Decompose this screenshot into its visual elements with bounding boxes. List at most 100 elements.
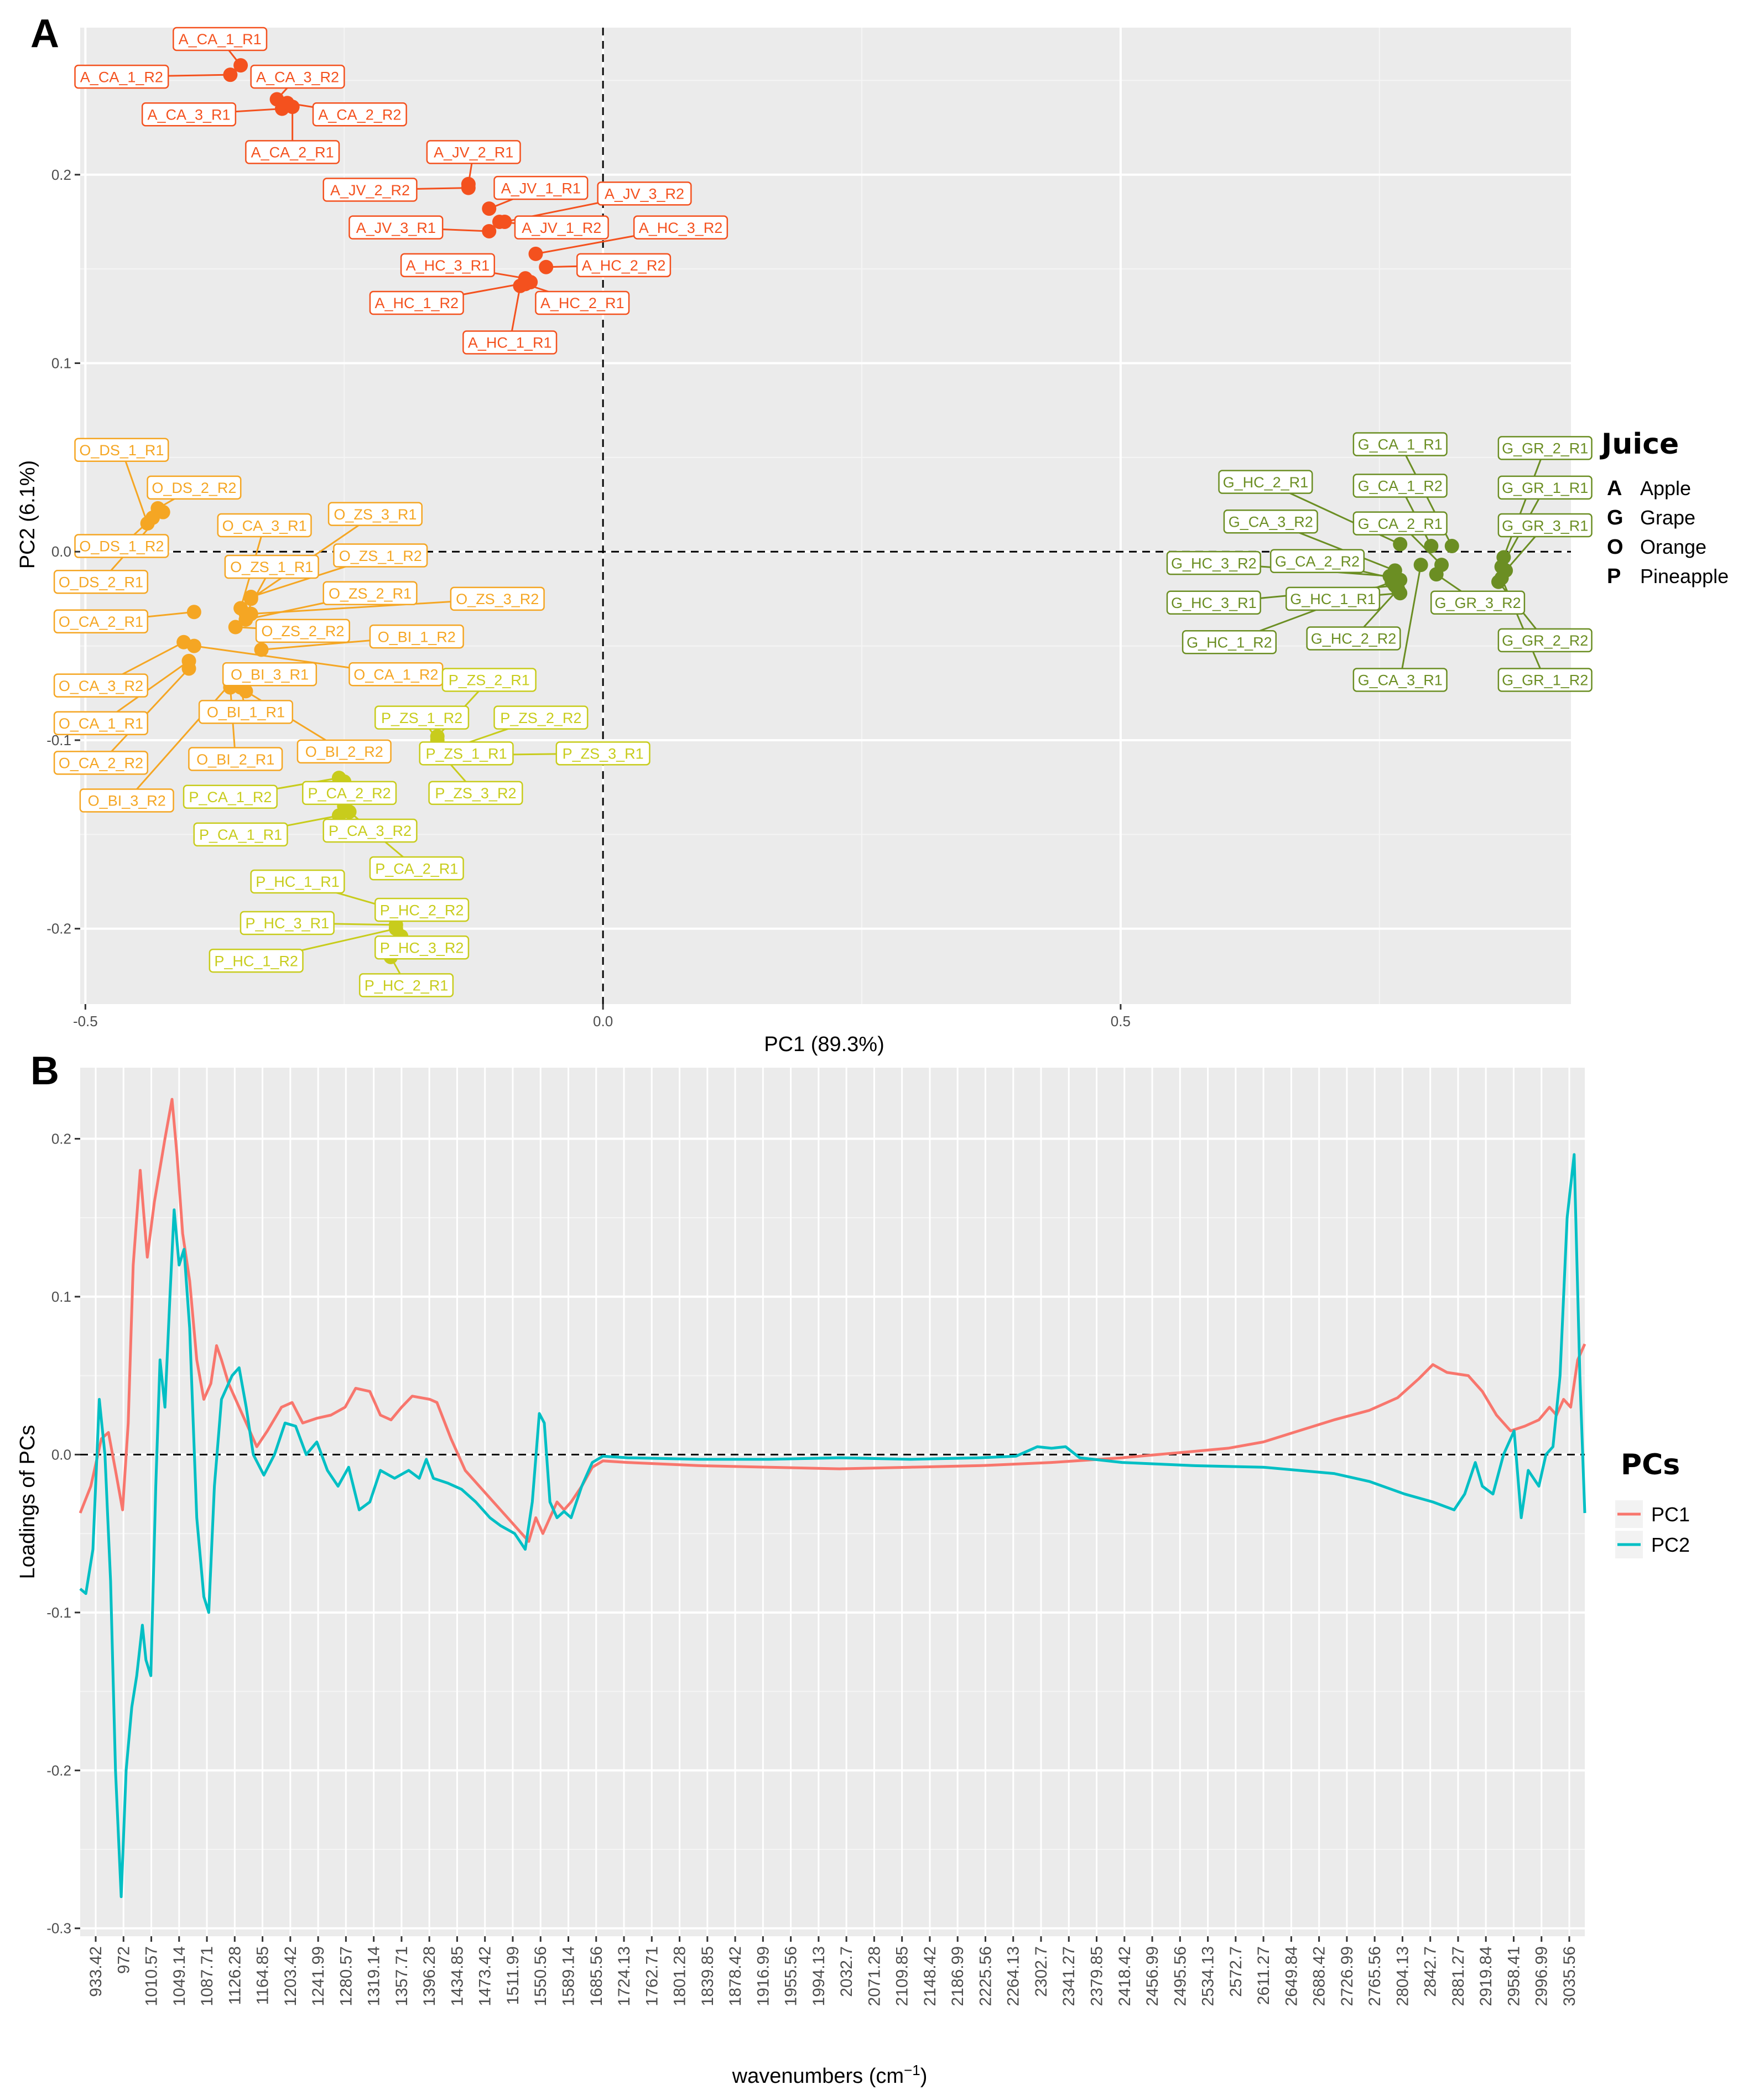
loadings-y-tick-label: -0.3 — [46, 1920, 71, 1937]
scores-point-label-box — [217, 513, 312, 538]
scores-point-label: P_HC_3_R1 — [240, 911, 335, 935]
scores-point — [482, 201, 497, 216]
scores-point-label: A_JV_3_R2 — [597, 181, 692, 206]
loadings-x-tick-label: 1434.85 — [448, 1946, 466, 2006]
loadings-lines — [79, 1098, 1586, 1899]
scores-point-label-box — [597, 181, 692, 206]
loadings-x-tick-label: 2765.56 — [1366, 1946, 1384, 2006]
loadings-y-tick-label: 0.1 — [51, 1288, 71, 1305]
scores-point — [233, 58, 248, 73]
scores-point-label: O_ZS_3_R1 — [327, 502, 423, 526]
scores-point-label-text: O_DS_2_R2 — [152, 480, 236, 496]
loadings-x-tick-label: 2611.27 — [1255, 1946, 1273, 2005]
scores-point-label: P_ZS_2_R1 — [441, 668, 537, 692]
loadings-y-axis-title: Loadings of PCs — [16, 1425, 39, 1579]
scores-point-label-text: A_JV_3_R1 — [356, 220, 436, 236]
scores-point-label-box — [493, 175, 589, 200]
loadings-x-tick-label: 2649.84 — [1282, 1946, 1300, 2006]
scores-point-label-box — [322, 178, 418, 202]
scores-point-label-box — [1269, 549, 1365, 574]
loadings-x-tick-label: 1396.28 — [420, 1946, 439, 2006]
scores-point — [1391, 582, 1406, 597]
scores-point-label-text: G_HC_1_R1 — [1290, 591, 1376, 607]
scores-point-label: O_CA_2_R1 — [53, 609, 149, 634]
scores-point-label: O_CA_1_R2 — [348, 662, 444, 687]
scores-point-label-text: O_DS_1_R1 — [79, 442, 164, 459]
scores-point-label: P_ZS_3_R2 — [428, 781, 523, 805]
scores-point-label-text: P_ZS_2_R1 — [449, 672, 530, 689]
scores-point-label: P_ZS_1_R1 — [419, 741, 514, 766]
scores-point — [285, 100, 300, 115]
scores-point-label-box — [79, 788, 174, 813]
scores-point-label: G_GR_1_R1 — [1497, 475, 1593, 500]
juice-legend-key: P — [1607, 565, 1621, 588]
scores-point-label: G_CA_2_R2 — [1269, 549, 1365, 574]
scores-point-label: O_BI_1_R2 — [369, 624, 464, 649]
scores-point-label-box — [1430, 590, 1526, 615]
scores-point-label-box — [53, 711, 149, 736]
scores-point-label-text: G_GR_3_R2 — [1435, 595, 1521, 611]
scores-point-label-text: O_BI_2_R1 — [196, 751, 274, 768]
scores-point-label: A_JV_2_R2 — [322, 178, 418, 202]
scores-point-label: A_HC_2_R1 — [535, 290, 630, 315]
scores-point-label: P_HC_1_R1 — [250, 869, 345, 894]
loadings-x-tick-label: 1049.14 — [170, 1946, 189, 2006]
scores-point-label-text: O_CA_2_R2 — [59, 755, 143, 772]
juice-legend: Juice A Apple G Grape O Orange P Pineapple — [1600, 428, 1729, 588]
scores-x-axis-title: PC1 (89.3%) — [764, 1033, 884, 1056]
loadings-x-tick-label: 2996.99 — [1533, 1946, 1551, 2006]
scores-point-label-text: G_GR_2_R2 — [1502, 632, 1588, 649]
scores-point-label-box — [358, 973, 454, 997]
scores-point-label-text: O_CA_1_R1 — [59, 715, 143, 732]
scores-point-label-text: A_JV_2_R1 — [434, 144, 513, 161]
juice-legend-label: Orange — [1640, 536, 1706, 558]
scores-point-label-box — [188, 747, 283, 771]
scores-point-label-text: P_CA_2_R1 — [375, 860, 458, 877]
scores-point-label-text: O_CA_3_R2 — [59, 678, 143, 694]
scores-point — [1424, 539, 1439, 554]
loadings-x-tick-label: 2148.42 — [921, 1946, 939, 2006]
scores-point-label-text: G_GR_3_R1 — [1502, 517, 1588, 534]
scores-point-label: G_HC_3_R2 — [1166, 550, 1261, 575]
scores-point-label: A_CA_1_R1 — [173, 27, 268, 51]
scores-y-tick-label: 0.0 — [51, 543, 71, 560]
pcs-legend-item: PC1 — [1615, 1500, 1690, 1528]
scores-point-label: G_CA_1_R2 — [1352, 474, 1448, 498]
loadings-x-tick-label: 1839.85 — [699, 1946, 717, 2006]
scores-leader-line — [1399, 564, 1422, 680]
scores-point-label-box — [193, 822, 288, 847]
scores-point-label-box — [1166, 590, 1261, 615]
scores-point-label-text: G_CA_3_R2 — [1229, 513, 1313, 530]
scores-point-label-text: P_HC_3_R1 — [246, 915, 330, 932]
scores-point-label-box — [302, 781, 397, 805]
scores-point-label: A_HC_1_R2 — [369, 290, 464, 315]
scores-point-label-box — [348, 215, 444, 240]
scores-point-label: G_GR_2_R1 — [1497, 436, 1593, 460]
scores-point-label-box — [1352, 474, 1448, 498]
loadings-x-tick-label: 1087.71 — [198, 1946, 216, 2006]
scores-point-label: P_CA_3_R2 — [322, 818, 418, 843]
loadings-x-tick-label: 2186.99 — [949, 1946, 967, 2006]
scores-point-label: G_HC_2_R1 — [1218, 470, 1313, 494]
loadings-x-tick-label: 2919.84 — [1477, 1946, 1495, 2006]
scores-point-label-text: G_HC_2_R2 — [1311, 631, 1397, 647]
scores-point — [254, 642, 269, 657]
scores-point-label-text: O_ZS_2_R1 — [329, 585, 412, 602]
scores-point-label-text: P_ZS_1_R2 — [381, 710, 462, 726]
scores-point-label-box — [183, 784, 278, 809]
loadings-x-tick-label: 2418.42 — [1116, 1946, 1134, 2006]
pca-scores-panel: A A_CA_1_R1A_CA_1_R2 A_CA_3_R2A_CA_3_R1 A_… — [16, 12, 1729, 1056]
scores-point-label-box — [1497, 628, 1593, 653]
scores-point-label: A_JV_2_R1 — [426, 140, 521, 164]
scores-point-label-box — [369, 624, 464, 649]
scores-point-label-box — [374, 705, 470, 730]
scores-point-label-text: O_ZS_3_R2 — [456, 591, 539, 607]
loadings-x-tick-label: 1955.56 — [782, 1946, 800, 2006]
loadings-x-tick-label: 2534.13 — [1199, 1946, 1217, 2006]
scores-point-label: O_BI_1_R1 — [198, 700, 294, 724]
scores-point-label-box — [1352, 511, 1448, 536]
scores-point-label-text: G_HC_3_R2 — [1171, 555, 1257, 571]
scores-point-label-box — [493, 705, 589, 730]
scores-point-label-box — [514, 215, 609, 240]
